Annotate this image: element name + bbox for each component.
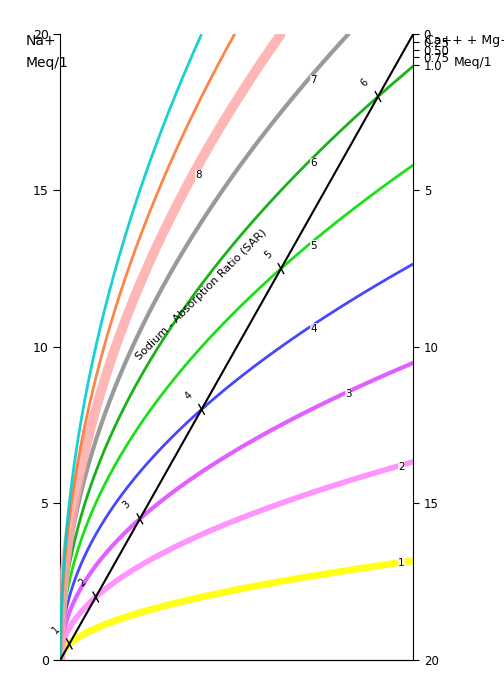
Text: Sodium - Absorption Ratio (SAR): Sodium - Absorption Ratio (SAR) <box>134 228 269 362</box>
Text: Na+: Na+ <box>25 34 56 48</box>
Text: 4: 4 <box>310 324 317 334</box>
Text: 2: 2 <box>398 462 405 472</box>
Text: Meq/1: Meq/1 <box>454 56 492 69</box>
Text: 3: 3 <box>121 499 133 511</box>
Text: 5: 5 <box>310 241 317 251</box>
Text: 4: 4 <box>183 390 194 401</box>
Text: 7: 7 <box>310 75 317 85</box>
Text: 6: 6 <box>310 158 317 168</box>
Text: 1: 1 <box>50 624 62 636</box>
Text: 8: 8 <box>196 170 202 180</box>
Text: 6: 6 <box>359 77 370 88</box>
Text: Meq/1: Meq/1 <box>25 56 68 70</box>
Text: 5: 5 <box>262 249 274 260</box>
Text: 3: 3 <box>345 389 352 399</box>
Text: 1: 1 <box>398 558 405 568</box>
Text: 2: 2 <box>77 577 88 589</box>
Text: Ca++ + Mg++: Ca++ + Mg++ <box>425 34 504 47</box>
